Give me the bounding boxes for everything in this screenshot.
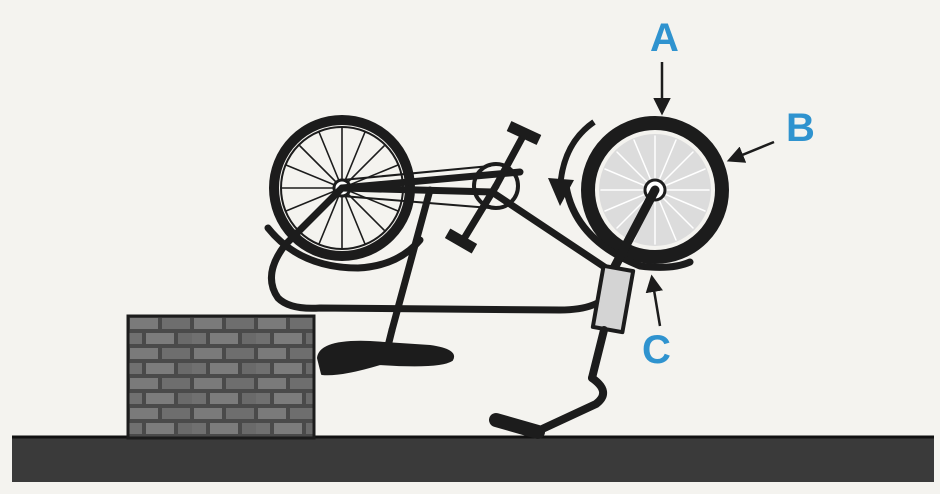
label-a: A — [650, 16, 679, 60]
crank-arm-lower — [458, 182, 500, 246]
pedal-bottom — [445, 228, 477, 254]
handlebar-grip — [489, 413, 545, 439]
saddle — [317, 340, 454, 376]
brick-block — [126, 314, 316, 440]
label-b: B — [786, 106, 815, 150]
front-fender — [562, 182, 694, 271]
arrow-up-icon — [645, 274, 663, 327]
head-tube — [590, 263, 636, 335]
bicycle — [264, 115, 729, 439]
chainring — [472, 162, 520, 210]
handlebar-stem — [588, 326, 608, 382]
counterclockwise-curved-arrow-icon — [548, 119, 596, 206]
arrow-down-left-icon — [726, 140, 775, 163]
front-fork — [607, 185, 660, 277]
handlebar — [536, 374, 607, 434]
pedal-top — [506, 121, 542, 145]
chain — [341, 165, 491, 209]
crank-arm — [492, 134, 526, 190]
label-c: C — [642, 328, 671, 372]
frame — [267, 168, 616, 334]
front-wheel — [581, 116, 729, 264]
ground-slab — [12, 436, 934, 482]
